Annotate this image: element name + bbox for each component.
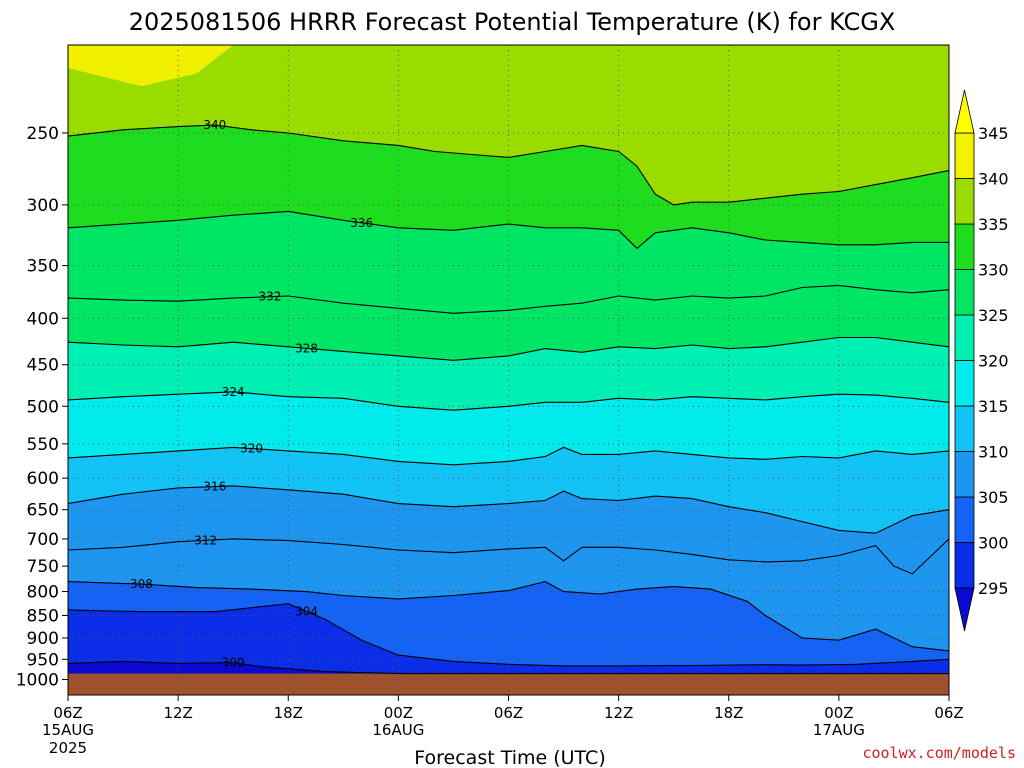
colorbar-segment-335 [954,178,975,225]
y-tick-label-600: 600 [27,469,59,489]
colorbar-label-325: 325 [978,306,1009,325]
contour-label-324: 324 [222,385,245,399]
contour-324 [68,391,949,411]
y-tick-label-1000: 1000 [16,671,59,691]
x-tick-date-0: 15AUG [42,721,94,739]
x-tick-year-0: 2025 [49,739,87,757]
y-tick-label-550: 550 [27,435,59,455]
y-tick-label-300: 300 [27,196,59,216]
x-tick-label-0: 06Z [53,704,82,722]
contour-label-312: 312 [194,533,217,547]
y-tick-label-400: 400 [27,309,59,329]
x-tick-label-24: 06Z [494,704,523,722]
y-tick-label-950: 950 [27,650,59,670]
colorbar-segment-330 [954,223,975,270]
colorbar-segment-320 [954,314,975,361]
contour-lines: 300 304 308 312 316 320 324 328 332 336 340 [68,118,949,675]
colorbar-segment-325 [954,269,975,316]
contour-label-320: 320 [240,442,263,456]
colorbar-label-320: 320 [978,352,1009,371]
y-tick-label-700: 700 [27,530,59,550]
colorbar-label-305: 305 [978,488,1009,507]
x-tick-label-36: 18Z [714,704,743,722]
y-tick-label-900: 900 [27,629,59,649]
x-tick-date-18: 16AUG [372,721,424,739]
x-tick-label-42: 00Z [824,704,853,722]
contour-label-336: 336 [350,216,373,230]
x-tick-label-6: 12Z [163,704,192,722]
y-tick-label-450: 450 [27,356,59,376]
grid-lines [68,45,949,695]
colorbar-segment-315 [954,360,975,407]
colorbar-label-300: 300 [978,534,1009,553]
y-axis: 250 300 350 400 450 500 550 600 650 700 750 800 850 9… [16,124,68,691]
colorbar-label-310: 310 [978,443,1009,462]
colorbar-legend: 295 300 305 310 315 320 325 330 335 340 345 [954,89,1009,632]
colorbar-segment-295 [954,542,975,589]
chart-title: 2025081506 HRRR Forecast Potential Tempe… [129,8,896,36]
colorbar-label-315: 315 [978,397,1009,416]
contour-300 [68,660,949,675]
contour-label-308: 308 [130,577,153,591]
colorbar-segment-305 [954,451,975,498]
y-tick-label-250: 250 [27,124,59,144]
contour-340 [68,124,949,206]
x-tick-label-30: 12Z [604,704,633,722]
y-tick-label-750: 750 [27,557,59,577]
ground-surface [68,673,949,695]
x-axis-title: Forecast Time (UTC) [414,747,605,768]
contour-label-332: 332 [258,290,281,304]
contour-label-300: 300 [222,656,245,670]
y-tick-label-650: 650 [27,501,59,521]
y-tick-label-350: 350 [27,257,59,277]
contour-316 [68,485,949,534]
x-tick-label-12: 18Z [274,704,303,722]
contour-320 [68,446,949,466]
colorbar-label-335: 335 [978,215,1009,234]
contour-label-328: 328 [295,341,318,355]
y-tick-label-500: 500 [27,397,59,417]
watermark: coolwx.com/models [862,744,1016,762]
colorbar-label-295: 295 [978,579,1009,598]
x-tick-date-42: 17AUG [813,721,865,739]
contour-304 [68,603,949,667]
plot-area: 300 304 308 312 316 320 324 328 332 336 340 [68,45,949,695]
contour-328 [68,336,949,361]
colorbar-segment-300 [954,496,975,543]
colorbar-label-330: 330 [978,261,1009,280]
contour-label-316: 316 [203,480,226,494]
colorbar-segment-340 [954,132,975,179]
color-bands [68,45,949,695]
contour-332 [68,284,949,314]
contour-label-340: 340 [203,118,226,132]
x-tick-label-18: 00Z [384,704,413,722]
band-345 [68,45,234,87]
contour-312 [68,538,949,575]
contour-label-304: 304 [295,604,318,618]
contour-308 [68,581,949,652]
colorbar-extend-top [954,89,975,134]
colorbar-extend-bottom [954,587,975,632]
colorbar-label-340: 340 [978,170,1009,189]
contour-336 [68,210,949,250]
ground-fill [68,673,949,695]
y-tick-label-800: 800 [27,583,59,603]
colorbar-segment-310 [954,405,975,452]
y-tick-label-850: 850 [27,606,59,626]
x-tick-label-48: 06Z [934,704,963,722]
colorbar-label-345: 345 [978,124,1009,143]
